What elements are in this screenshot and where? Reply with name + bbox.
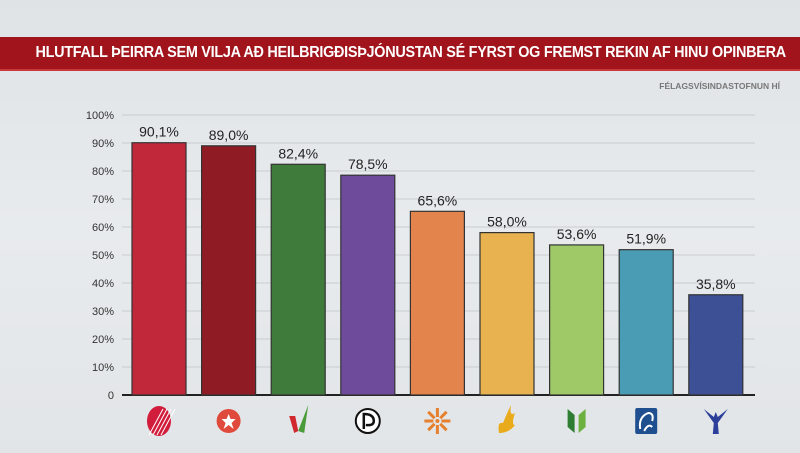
party-logo-3-icon	[289, 405, 309, 433]
bar	[340, 174, 396, 396]
data-label: 90,1%	[139, 124, 179, 140]
logo-shape	[435, 419, 440, 423]
logo-shape	[703, 409, 728, 434]
party-logo-5-icon	[424, 408, 451, 434]
party-logo-6-icon	[498, 405, 515, 433]
logo-ray	[439, 422, 448, 432]
logo-shape	[289, 416, 299, 433]
bar	[201, 145, 257, 396]
bar	[688, 294, 744, 396]
party-logo-1-icon	[147, 406, 176, 436]
party-logo-8-icon	[635, 408, 658, 434]
bar	[131, 142, 187, 396]
bar	[479, 232, 535, 396]
data-label: 89,0%	[209, 127, 249, 143]
data-label: 51,9%	[626, 231, 666, 247]
y-tick-label: 20%	[92, 334, 114, 346]
logo-shape	[578, 409, 586, 433]
title-bar: HLUTFALL ÞEIRRA SEM VILJA AÐ HEILBRIGÐIS…	[0, 37, 800, 71]
logo-shape	[298, 405, 309, 433]
y-tick-label: 80%	[92, 166, 114, 178]
data-label: 82,4%	[278, 145, 318, 161]
logo-stripe	[152, 408, 168, 436]
y-tick-label: 30%	[92, 306, 114, 318]
party-logo-2-icon	[216, 409, 241, 433]
bar	[548, 244, 605, 396]
logo-shape	[567, 409, 575, 433]
party-logo-7-icon	[567, 409, 586, 433]
y-tick-label: 60%	[92, 222, 114, 234]
logo-ray	[439, 410, 448, 420]
y-tick-label: 40%	[92, 278, 114, 290]
logo-star	[221, 414, 236, 429]
chart-source: FÉLAGSVÍSINDASTOFNUN HÍ	[659, 81, 780, 91]
y-tick-label: 50%	[92, 250, 114, 262]
y-tick-label: 90%	[92, 138, 114, 150]
logo-stripe	[156, 408, 172, 436]
bar	[618, 249, 674, 396]
bar	[409, 210, 465, 396]
y-tick-label: 10%	[92, 362, 114, 374]
logo-ray	[427, 422, 436, 432]
y-tick-label: 0	[108, 390, 114, 402]
logo-ray	[427, 410, 436, 420]
bar	[270, 163, 326, 396]
data-label: 58,0%	[487, 214, 527, 230]
data-label: 78,5%	[348, 156, 388, 172]
logo-stripe	[160, 408, 176, 436]
data-label: 35,8%	[696, 276, 736, 292]
logo-falcon	[638, 411, 654, 432]
logo-shape	[635, 408, 658, 434]
logo-shape	[354, 408, 381, 434]
party-logo-4-icon	[354, 408, 381, 434]
y-tick-label: 100%	[86, 110, 114, 122]
logo-p	[362, 412, 376, 429]
chart-title: HLUTFALL ÞEIRRA SEM VILJA AÐ HEILBRIGÐIS…	[35, 44, 787, 61]
data-label: 53,6%	[557, 226, 597, 242]
data-label: 65,6%	[418, 192, 458, 208]
party-logo-9-icon	[703, 409, 728, 434]
y-tick-label: 70%	[92, 194, 114, 206]
logo-shape	[498, 405, 515, 433]
logo-stripe	[148, 408, 164, 436]
